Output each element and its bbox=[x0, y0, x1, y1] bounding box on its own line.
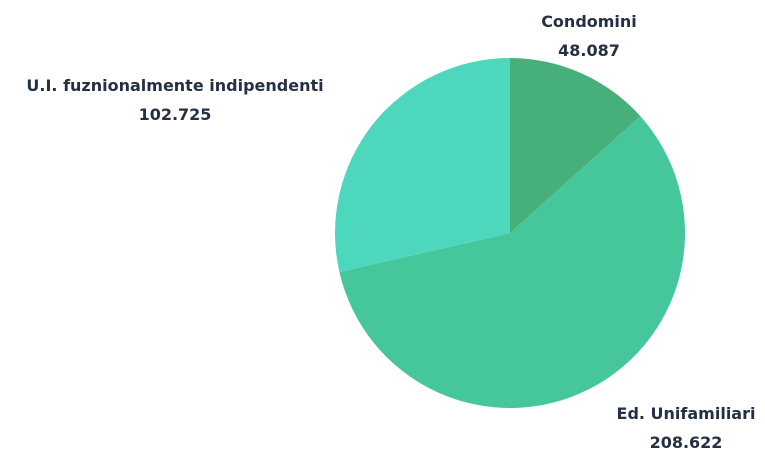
label-ed-unifamiliari-value: 208.622 bbox=[650, 433, 723, 450]
label-ui-indipendenti-name: U.I. fuznionalmente indipendenti bbox=[26, 76, 323, 95]
label-ui-indipendenti-value: 102.725 bbox=[139, 105, 212, 124]
pie-slice-u-i-fuznionalmente-indipendenti bbox=[335, 58, 510, 273]
pie-slices bbox=[335, 58, 686, 409]
label-condomini-value: 48.087 bbox=[558, 41, 620, 60]
label-condomini-name: Condomini bbox=[541, 12, 637, 31]
pie-slice-ed-unifamiliari bbox=[339, 116, 686, 409]
pie-slice-condomini bbox=[510, 58, 641, 233]
label-ed-unifamiliari-name: Ed. Unifamiliari bbox=[617, 404, 756, 423]
